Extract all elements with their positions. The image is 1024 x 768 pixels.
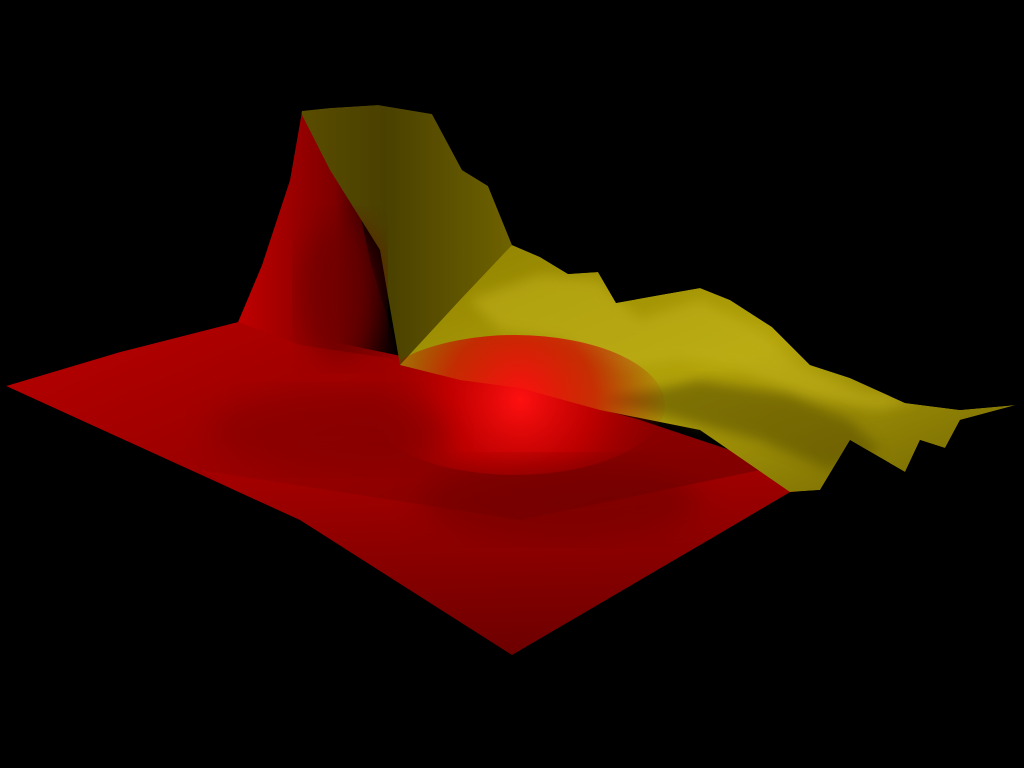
terrain-peak	[300, 105, 512, 365]
terrain-shade-2	[420, 460, 700, 540]
terrain-shade-3	[300, 220, 380, 360]
terrain-shade-1	[210, 390, 450, 470]
terrain-ridge-highlight	[470, 275, 920, 410]
terrain-mesh[interactable]	[6, 105, 1016, 655]
terrain-ridge-shadow	[600, 380, 880, 470]
